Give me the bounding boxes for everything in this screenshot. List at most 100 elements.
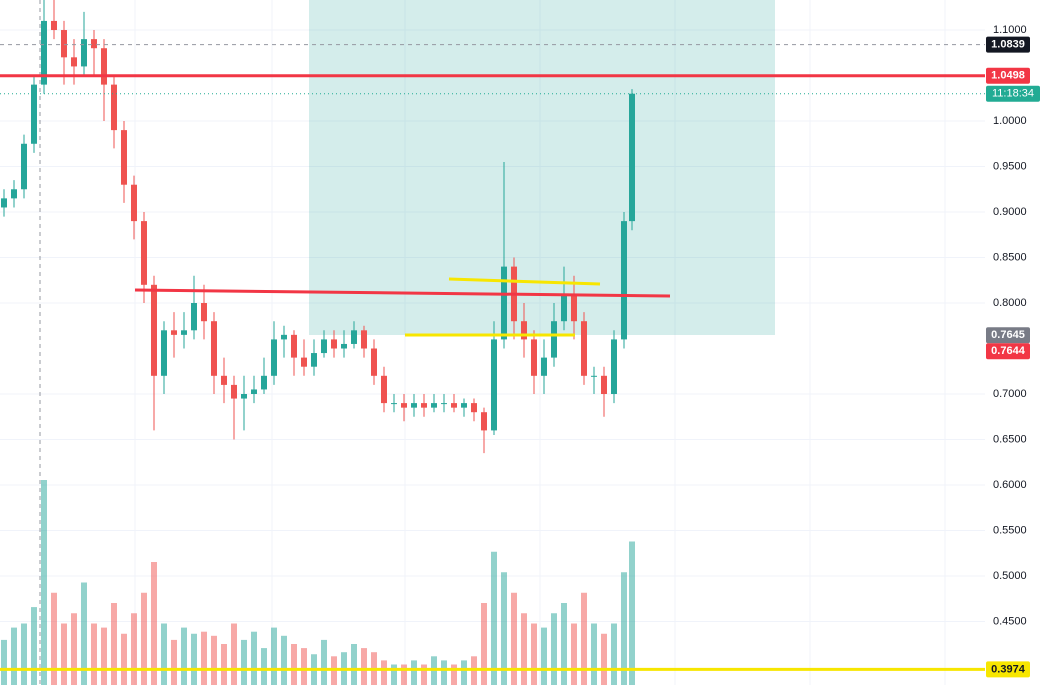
- price-label: 0.7644: [991, 345, 1026, 357]
- volume-bar: [281, 635, 287, 685]
- volume-bar: [361, 648, 367, 685]
- volume-layer: [1, 480, 635, 685]
- candle-body: [201, 303, 207, 322]
- candle-body: [501, 266, 507, 340]
- candle-body: [431, 403, 437, 408]
- y-tick-label: 1.1000: [993, 24, 1027, 36]
- candle-body: [451, 403, 457, 408]
- candle-body: [231, 384, 237, 399]
- candle-body: [111, 84, 117, 131]
- candle-body: [421, 403, 427, 408]
- candle-body: [491, 339, 497, 431]
- volume-bar: [171, 639, 177, 685]
- volume-bar: [421, 664, 427, 685]
- trend-line: [134, 288, 671, 298]
- candle-body: [41, 20, 47, 85]
- candle-body: [331, 339, 337, 349]
- candle-body: [361, 330, 367, 349]
- candle-body: [31, 84, 37, 144]
- volume-bar: [181, 627, 187, 685]
- volume-bar: [231, 623, 237, 685]
- candle-body: [191, 303, 197, 331]
- candle-body: [131, 184, 137, 222]
- y-tick-label: 0.4500: [993, 615, 1027, 627]
- volume-bar: [91, 623, 97, 685]
- volume-bar: [81, 582, 87, 685]
- volume-bar: [161, 623, 167, 685]
- candle-body: [171, 330, 177, 335]
- y-tick-label: 0.5000: [993, 570, 1027, 582]
- volume-bar: [531, 623, 537, 685]
- volume-bar: [211, 635, 217, 685]
- volume-bar: [121, 633, 127, 685]
- volume-bar: [51, 592, 57, 685]
- y-tick-label: 0.5500: [993, 524, 1027, 536]
- candle-body: [341, 343, 347, 349]
- candle-body: [601, 375, 607, 395]
- candle-body: [621, 221, 627, 340]
- y-tick-label: 1.0000: [993, 115, 1027, 127]
- volume-bar: [581, 592, 587, 685]
- price-label-box: [986, 327, 1030, 344]
- volume-bar: [401, 664, 407, 685]
- volume-bar: [321, 639, 327, 685]
- candle-body: [71, 57, 77, 67]
- volume-bar: [111, 603, 117, 685]
- candle-body: [321, 339, 327, 354]
- volume-bar: [101, 627, 107, 685]
- axis-layer: 1.1000 1.0000 0.9500 0.9000 0.8500 0.8000 0.70…: [986, 24, 1040, 678]
- candle-body: [281, 334, 287, 340]
- candle-body: [61, 30, 67, 58]
- volume-bar: [541, 627, 547, 685]
- volume-bar: [71, 613, 77, 685]
- candle-body: [351, 330, 357, 344]
- volume-bar: [521, 613, 527, 685]
- candle-body: [301, 357, 307, 367]
- volume-bar: [451, 664, 457, 685]
- y-tick-label: 0.9500: [993, 160, 1027, 172]
- volume-bar: [41, 480, 47, 685]
- volume-bar: [391, 664, 397, 685]
- volume-bar: [621, 572, 627, 685]
- candle-body: [151, 284, 157, 376]
- candle-body: [241, 394, 247, 399]
- candle-body: [251, 389, 257, 395]
- volume-bar: [271, 627, 277, 685]
- volume-bar: [251, 631, 257, 685]
- volume-bar: [571, 623, 577, 685]
- candle-body: [461, 403, 467, 408]
- volume-bar: [151, 562, 157, 685]
- candle-body: [531, 339, 537, 376]
- candle-body: [141, 221, 147, 285]
- candle-body: [181, 330, 187, 335]
- volume-bar: [11, 627, 17, 685]
- volume-bar: [21, 623, 27, 685]
- volume-bar: [301, 648, 307, 685]
- candle-body: [401, 403, 407, 408]
- volume-bar: [501, 572, 507, 685]
- candle-body: [411, 403, 417, 408]
- candle-body: [581, 321, 587, 376]
- candle-body: [629, 93, 635, 222]
- candle-body: [611, 339, 617, 395]
- volume-bar: [351, 644, 357, 685]
- y-tick-label: 0.7000: [993, 388, 1027, 400]
- candle-body: [311, 353, 317, 367]
- candle-body: [21, 143, 27, 190]
- volume-bar: [31, 607, 37, 685]
- candle-body: [541, 357, 547, 376]
- countdown-label: 11:18:34: [992, 88, 1034, 100]
- volume-bar: [201, 631, 207, 685]
- volume-bar: [629, 541, 635, 685]
- volume-bar: [261, 648, 267, 685]
- price-label: 1.0498: [991, 70, 1025, 82]
- price-label: 0.7645: [991, 329, 1025, 341]
- countdown-box: [986, 85, 1040, 102]
- volume-bar: [131, 613, 137, 685]
- volume-bar: [1, 639, 7, 685]
- candle-body: [161, 330, 167, 376]
- volume-bar: [551, 613, 557, 685]
- candle-body: [371, 348, 377, 376]
- candle-body: [11, 189, 17, 199]
